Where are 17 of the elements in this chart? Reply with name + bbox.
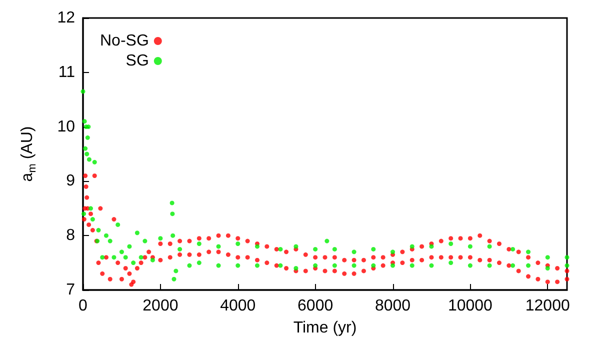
y-tick-label: 12 [57,10,76,26]
y-axis-title: am (AU) [19,126,38,182]
y-tick-label: 8 [66,227,76,244]
y-tick-label: 10 [57,118,76,136]
y-tick-label: 7 [66,282,76,298]
x-tick-label: 6000 [298,298,334,314]
x-axis-title: Time (yr) [293,320,357,336]
y-tick-label: 9 [66,172,76,190]
x-tick-label: 2000 [142,298,178,314]
legend-label: SG [126,52,149,70]
x-tick-label: 10000 [448,298,493,314]
x-tick-label: 12000 [525,298,570,314]
legend-label: No-SG [100,32,149,50]
y-tick-label: 11 [58,64,76,81]
x-tick-label: 4000 [220,298,256,314]
x-tick-label: 0 [78,298,88,314]
x-tick-label: 8000 [374,298,411,314]
